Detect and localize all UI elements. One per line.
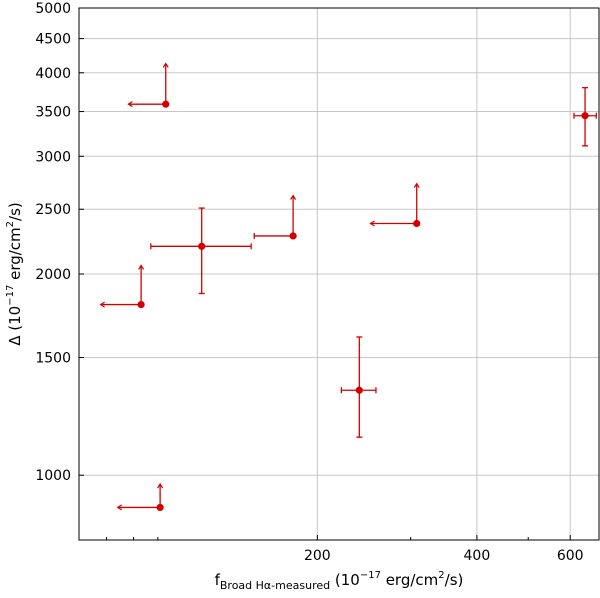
x-tick-label: 200: [304, 548, 331, 564]
data-point-group: [369, 182, 421, 228]
x-tick-label: 400: [464, 548, 491, 564]
ticks-layer: 1000 1500 2000 2500 3000 3500 4000 4500 5000 200 4…: [35, 1, 583, 564]
data-point: [289, 232, 297, 240]
data-point: [355, 386, 363, 394]
data-point: [198, 242, 206, 250]
y-tick-label: 1000: [35, 468, 71, 484]
data-point: [156, 503, 164, 512]
x-tick-label: 600: [557, 548, 584, 564]
y-lower-limit-arrowhead: [138, 264, 145, 270]
data-point: [137, 300, 145, 309]
data-point-group: [99, 264, 145, 309]
y-tick-label: 2500: [35, 202, 71, 218]
y-tick-label: 2000: [35, 267, 71, 283]
data-point-group: [127, 62, 170, 108]
data-point: [581, 112, 589, 120]
data-point: [413, 219, 421, 228]
x-upper-limit-arrowhead: [99, 301, 105, 308]
y-tick-label: 1500: [35, 351, 71, 367]
marks-layer: [99, 62, 597, 512]
x-upper-limit-arrowhead: [116, 504, 123, 511]
y-tick-label: 5000: [35, 1, 71, 17]
y-lower-limit-arrowhead: [157, 482, 164, 489]
data-point-group: [116, 482, 164, 512]
y-lower-limit-arrowhead: [413, 182, 420, 188]
y-tick-label: 3500: [35, 105, 71, 121]
y-tick-label: 4500: [35, 32, 71, 48]
data-point-group: [253, 194, 297, 240]
x-upper-limit-arrowhead: [369, 220, 375, 227]
grid-layer: [79, 7, 599, 540]
data-point-group: [340, 336, 377, 438]
y-lower-limit-arrowhead: [290, 194, 297, 200]
x-axis-label: fBroad Hα-measured (10−17 erg/cm2/s): [215, 570, 464, 592]
data-point-group: [150, 207, 252, 295]
y-axis-label: Δ (10−17 erg/cm2/s): [5, 202, 24, 346]
x-upper-limit-arrowhead: [127, 101, 133, 108]
data-point-group: [573, 87, 597, 147]
y-tick-label: 4000: [35, 66, 71, 82]
y-lower-limit-arrowhead: [162, 62, 169, 68]
data-point: [162, 100, 170, 108]
y-tick-label: 3000: [35, 149, 71, 165]
